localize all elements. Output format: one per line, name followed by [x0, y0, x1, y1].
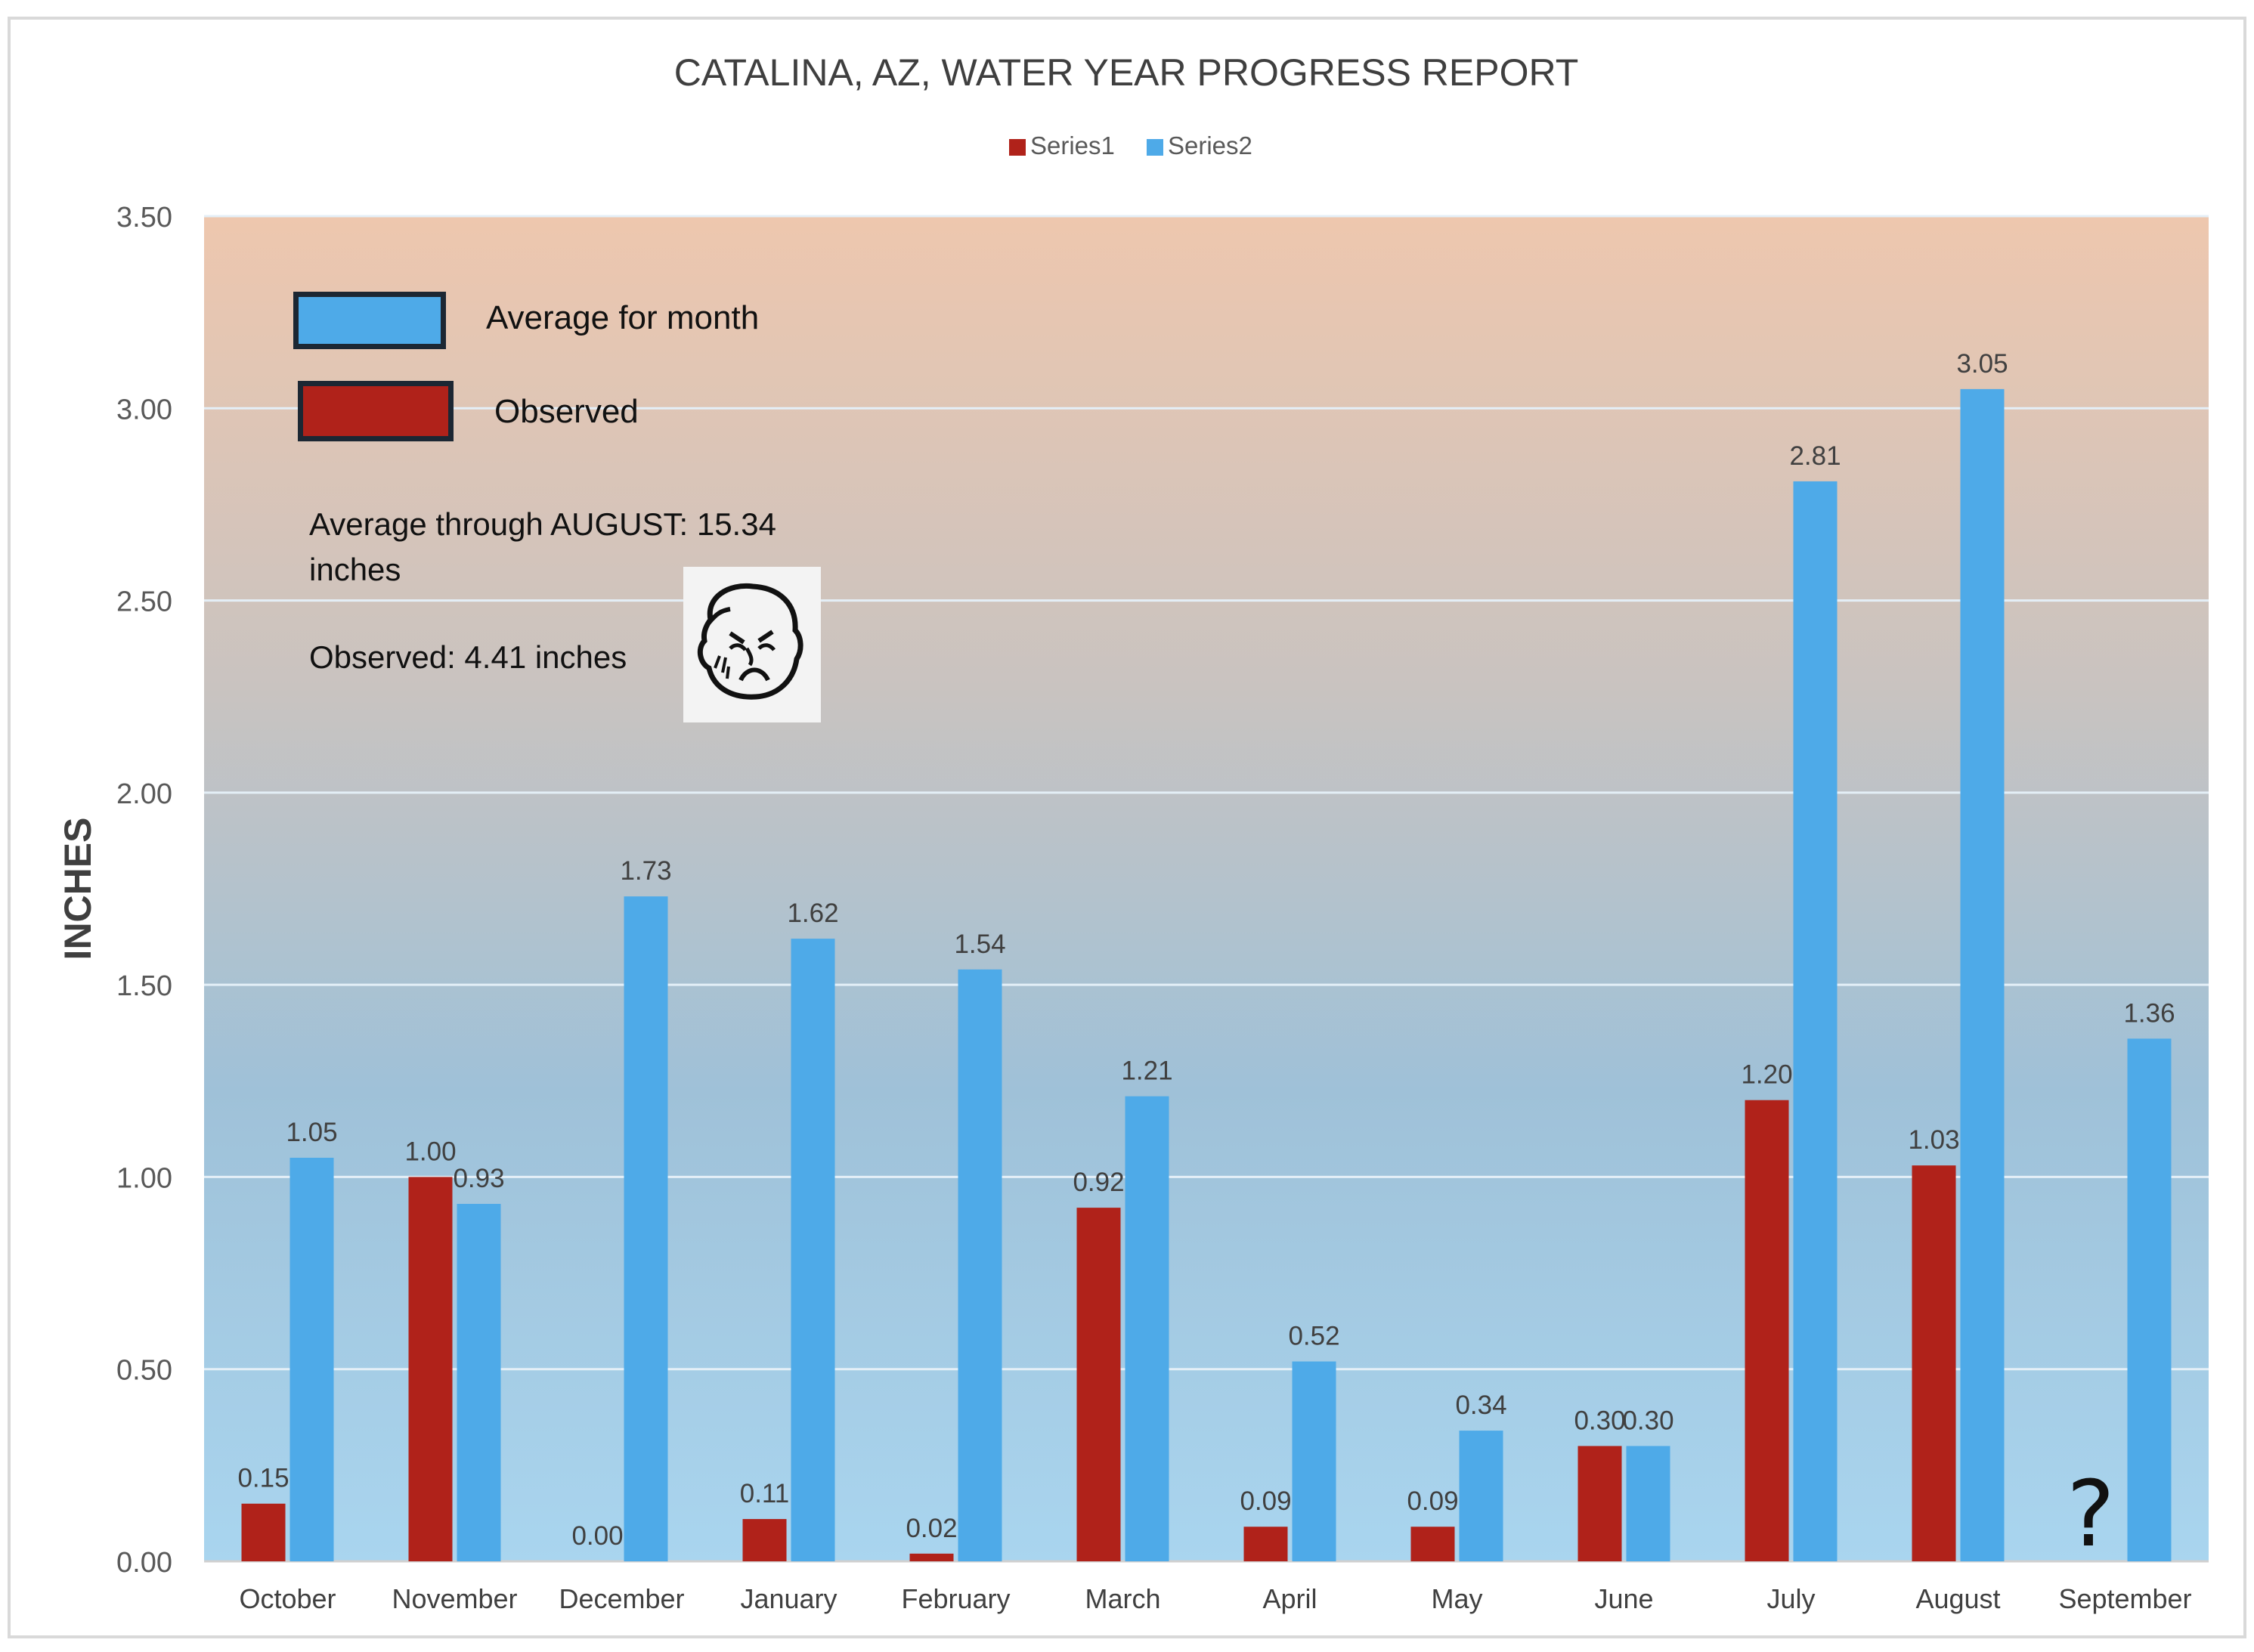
bar-series2-march	[1125, 1096, 1169, 1561]
x-tick-label: January	[740, 1583, 837, 1614]
bar-data-label: 1.54	[954, 930, 1005, 959]
bar-series2-july	[1793, 481, 1838, 1561]
gridlines	[204, 215, 2209, 1563]
x-tick-label: September	[2058, 1583, 2191, 1614]
bar-data-label: 0.11	[740, 1479, 790, 1508]
bar-series1-april	[1243, 1527, 1288, 1561]
bar-series1-june	[1577, 1446, 1622, 1561]
x-tick-label: March	[1085, 1583, 1160, 1614]
x-tick-label: June	[1594, 1583, 1653, 1614]
bar-series2-october	[289, 1158, 334, 1561]
bar-series2-january	[791, 939, 835, 1561]
bar-data-label: 0.92	[1073, 1168, 1124, 1197]
bar-data-label: 0.02	[906, 1514, 957, 1543]
bar-data-label: 1.21	[1121, 1056, 1172, 1086]
x-tick-label: April	[1262, 1583, 1317, 1614]
bar-value-labels: 0.15 1.05 1.000.93 0.00 1.73 0.11 1.62 0.02 1.54…	[237, 349, 2175, 1551]
x-axis-ticks: October November December January February Ma…	[239, 1583, 2191, 1614]
x-tick-label: May	[1431, 1583, 1482, 1614]
bar-data-label: 1.00	[404, 1137, 456, 1166]
bar-series2-december	[624, 896, 668, 1561]
y-tick-label: 2.50	[116, 586, 172, 618]
bar-data-label: 0.15	[237, 1464, 289, 1493]
plot-area-background	[204, 216, 2209, 1561]
bar-data-label: 0.52	[1288, 1322, 1339, 1351]
bars	[241, 388, 2172, 1561]
x-tick-label: August	[1915, 1583, 2000, 1614]
average-note-line1: Average through AUGUST: 15.34	[309, 506, 776, 542]
bar-data-label: 1.36	[2123, 998, 2175, 1028]
x-tick-label: February	[901, 1583, 1010, 1614]
y-axis-ticks: 0.00 0.50 1.00 1.50 2.00 2.50 3.00 3.50	[116, 202, 172, 1579]
key-observed-swatch	[298, 381, 454, 441]
key-average-label: Average for month	[486, 299, 760, 336]
bar-data-label: 1.20	[1741, 1060, 1792, 1090]
bar-data-label: 2.81	[1789, 441, 1841, 471]
y-axis-label: INCHES	[57, 818, 99, 961]
legend-label-series2: Series2	[1168, 131, 1252, 159]
average-note: Average through AUGUST: 15.34 inches	[309, 502, 776, 592]
y-tick-label: 1.50	[116, 970, 172, 1002]
bar-series2-september	[2127, 1038, 2172, 1561]
observed-note: Observed: 4.41 inches	[309, 639, 627, 675]
bar-series1-march	[1076, 1208, 1121, 1561]
chart-title: CATALINA, AZ, WATER YEAR PROGRESS REPORT	[674, 51, 1579, 94]
bar-series1-may	[1410, 1527, 1455, 1561]
september-question-mark: ?	[2067, 1462, 2115, 1567]
legend-label-series1: Series1	[1030, 131, 1115, 159]
y-tick-label: 1.00	[116, 1162, 172, 1194]
bar-series2-may	[1459, 1431, 1503, 1561]
key-observed-label: Observed	[494, 393, 639, 430]
y-tick-label: 0.50	[116, 1355, 172, 1387]
y-tick-label: 3.00	[116, 394, 172, 425]
bar-series1-february	[909, 1553, 954, 1561]
bar-data-label: 0.30	[1574, 1406, 1625, 1435]
bar-data-label: 1.73	[620, 856, 671, 886]
x-tick-label: November	[392, 1583, 517, 1614]
y-tick-label: 2.00	[116, 778, 172, 810]
bar-series2-november	[457, 1204, 501, 1561]
bar-data-label: 0.09	[1240, 1486, 1291, 1516]
frowning-face-icon	[683, 567, 821, 722]
average-note-line2: inches	[309, 552, 401, 587]
x-tick-label: October	[239, 1583, 336, 1614]
legend-swatch-series2	[1147, 139, 1163, 156]
bar-series1-july	[1745, 1100, 1789, 1561]
bar-data-label: 1.03	[1908, 1125, 1959, 1155]
y-tick-label: 3.50	[116, 202, 172, 234]
bar-series2-june	[1626, 1446, 1670, 1561]
key-average-swatch	[293, 292, 446, 349]
bar-data-label: 1.05	[286, 1118, 337, 1147]
bar-series1-august	[1912, 1165, 1956, 1561]
bar-series1-october	[241, 1503, 286, 1561]
bar-series1-november	[408, 1177, 453, 1561]
legend-swatch-series1	[1009, 139, 1026, 156]
y-tick-label: 0.00	[116, 1547, 172, 1579]
bar-series1-january	[742, 1519, 787, 1561]
bar-data-label: 1.62	[787, 899, 838, 928]
legend: Series1 Series2	[1009, 131, 1252, 159]
bar-data-label: 0.30	[1622, 1406, 1673, 1435]
x-tick-label: December	[559, 1583, 684, 1614]
bar-data-label: 0.09	[1407, 1486, 1458, 1516]
bar-series2-august	[1960, 388, 2005, 1561]
x-tick-label: July	[1766, 1583, 1815, 1614]
bar-data-label: 0.34	[1455, 1391, 1506, 1420]
bar-data-label: 0.00	[571, 1521, 623, 1551]
bar-data-label: 3.05	[1956, 349, 2008, 379]
bar-series2-february	[958, 969, 1002, 1561]
bar-series2-april	[1292, 1361, 1336, 1561]
bar-data-label: 0.93	[453, 1164, 504, 1193]
